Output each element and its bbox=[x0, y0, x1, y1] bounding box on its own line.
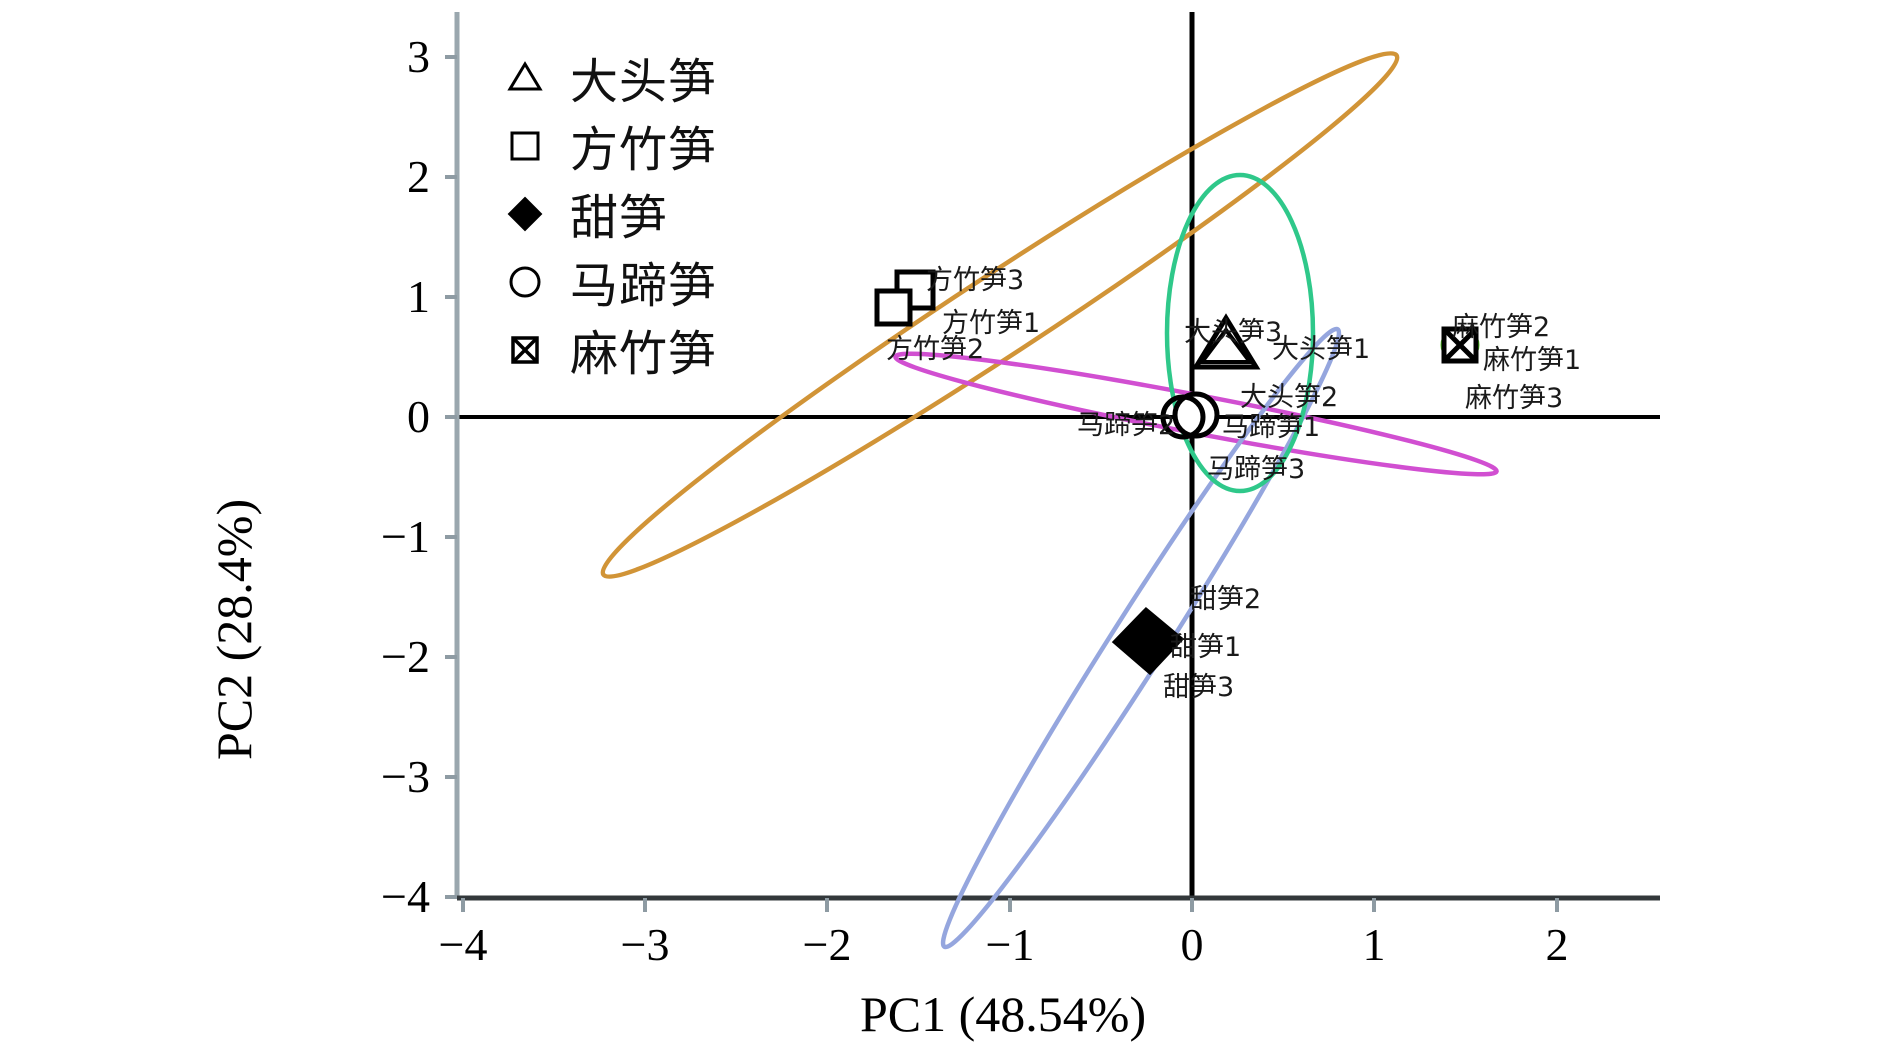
y-tick-label-neg3: −3 bbox=[381, 751, 430, 802]
marker-mazhusun bbox=[1441, 326, 1479, 364]
y-tick-label-0: 0 bbox=[407, 391, 430, 442]
ellipse-fangzhusun bbox=[600, 51, 1400, 579]
x-tick-label-2: 2 bbox=[1545, 919, 1569, 970]
y-tick-label-neg1: −1 bbox=[381, 511, 430, 562]
point-label-datousun-3: 大头笋3 bbox=[1184, 317, 1283, 348]
legend-label-datousun: 大头笋 bbox=[570, 54, 718, 110]
point-label-mazhusun-3: 麻竹笋3 bbox=[1465, 383, 1564, 414]
y-tick-label-1: 1 bbox=[407, 271, 430, 322]
triangle-open-icon bbox=[502, 54, 548, 100]
marker-datousun-inner bbox=[1198, 326, 1254, 364]
point-label-matisun-3: 马蹄笋3 bbox=[1207, 454, 1306, 485]
y-axis-ticks bbox=[445, 55, 457, 899]
marker-matisun-b bbox=[1160, 394, 1206, 440]
point-label-fangzhusun-1: 方竹笋1 bbox=[942, 308, 1041, 339]
point-label-datousun-2: 大头笋2 bbox=[1240, 382, 1339, 413]
x-axis-title: PC1 (48.54%) bbox=[860, 986, 1147, 1042]
circle-open-icon bbox=[502, 258, 548, 304]
legend-label-tiansun: 甜笋 bbox=[570, 190, 669, 246]
legend-label-matisun: 马蹄笋 bbox=[570, 258, 718, 314]
x-tick-label-neg2: −2 bbox=[802, 919, 852, 970]
x-tick-label-1: 1 bbox=[1362, 919, 1386, 970]
legend-item-fangzhusun[interactable]: 方竹笋 bbox=[502, 110, 717, 180]
point-label-datousun-1: 大头笋1 bbox=[1272, 334, 1371, 365]
diamond-filled-icon bbox=[502, 190, 548, 236]
y-tick-label-neg2: −2 bbox=[381, 631, 430, 682]
x-tick-label-neg3: −3 bbox=[620, 919, 670, 970]
point-label-matisun-1: 马蹄笋1 bbox=[1222, 412, 1321, 443]
marker-matisun-a bbox=[1172, 391, 1220, 439]
marker-tiansun bbox=[1111, 606, 1185, 676]
point-label-mazhusun-2: 麻竹笋2 bbox=[1452, 312, 1551, 343]
legend-item-datousun[interactable]: 大头笋 bbox=[502, 42, 717, 112]
point-label-fangzhusun-2: 方竹笋2 bbox=[886, 334, 985, 365]
point-label-tiansun-2: 甜笋2 bbox=[1190, 584, 1262, 615]
point-label-matisun-2: 马蹄笋2 bbox=[1077, 410, 1176, 441]
point-label-fangzhusun-3: 方竹笋3 bbox=[926, 265, 1025, 296]
legend-label-fangzhusun: 方竹笋 bbox=[570, 122, 718, 178]
point-label-tiansun-3: 甜笋3 bbox=[1163, 672, 1235, 703]
ellipse-datousun bbox=[1164, 172, 1316, 494]
x-tick-label-neg1: −1 bbox=[985, 919, 1035, 970]
y-tick-label-neg4: −4 bbox=[381, 871, 430, 922]
y-tick-label-3: 3 bbox=[407, 31, 430, 82]
x-axis-ticks bbox=[461, 898, 1559, 912]
legend-item-mazhusun[interactable]: 麻竹笋 bbox=[502, 314, 717, 384]
point-label-mazhusun-1: 麻竹笋1 bbox=[1483, 345, 1582, 376]
marker-fangzhusun-b bbox=[874, 288, 913, 327]
square-crossed-icon bbox=[502, 326, 548, 372]
legend-item-tiansun[interactable]: 甜笋 bbox=[502, 178, 668, 248]
square-open-icon bbox=[502, 122, 548, 168]
y-axis-title: PC2 (28.4%) bbox=[206, 498, 262, 760]
point-label-tiansun-1: 甜笋1 bbox=[1170, 632, 1242, 663]
legend-item-matisun[interactable]: 马蹄笋 bbox=[502, 246, 717, 316]
x-tick-label-0: 0 bbox=[1180, 919, 1204, 970]
legend-label-mazhusun: 麻竹笋 bbox=[570, 326, 718, 382]
y-tick-label-2: 2 bbox=[407, 151, 430, 202]
x-tick-label-neg4: −4 bbox=[438, 919, 488, 970]
